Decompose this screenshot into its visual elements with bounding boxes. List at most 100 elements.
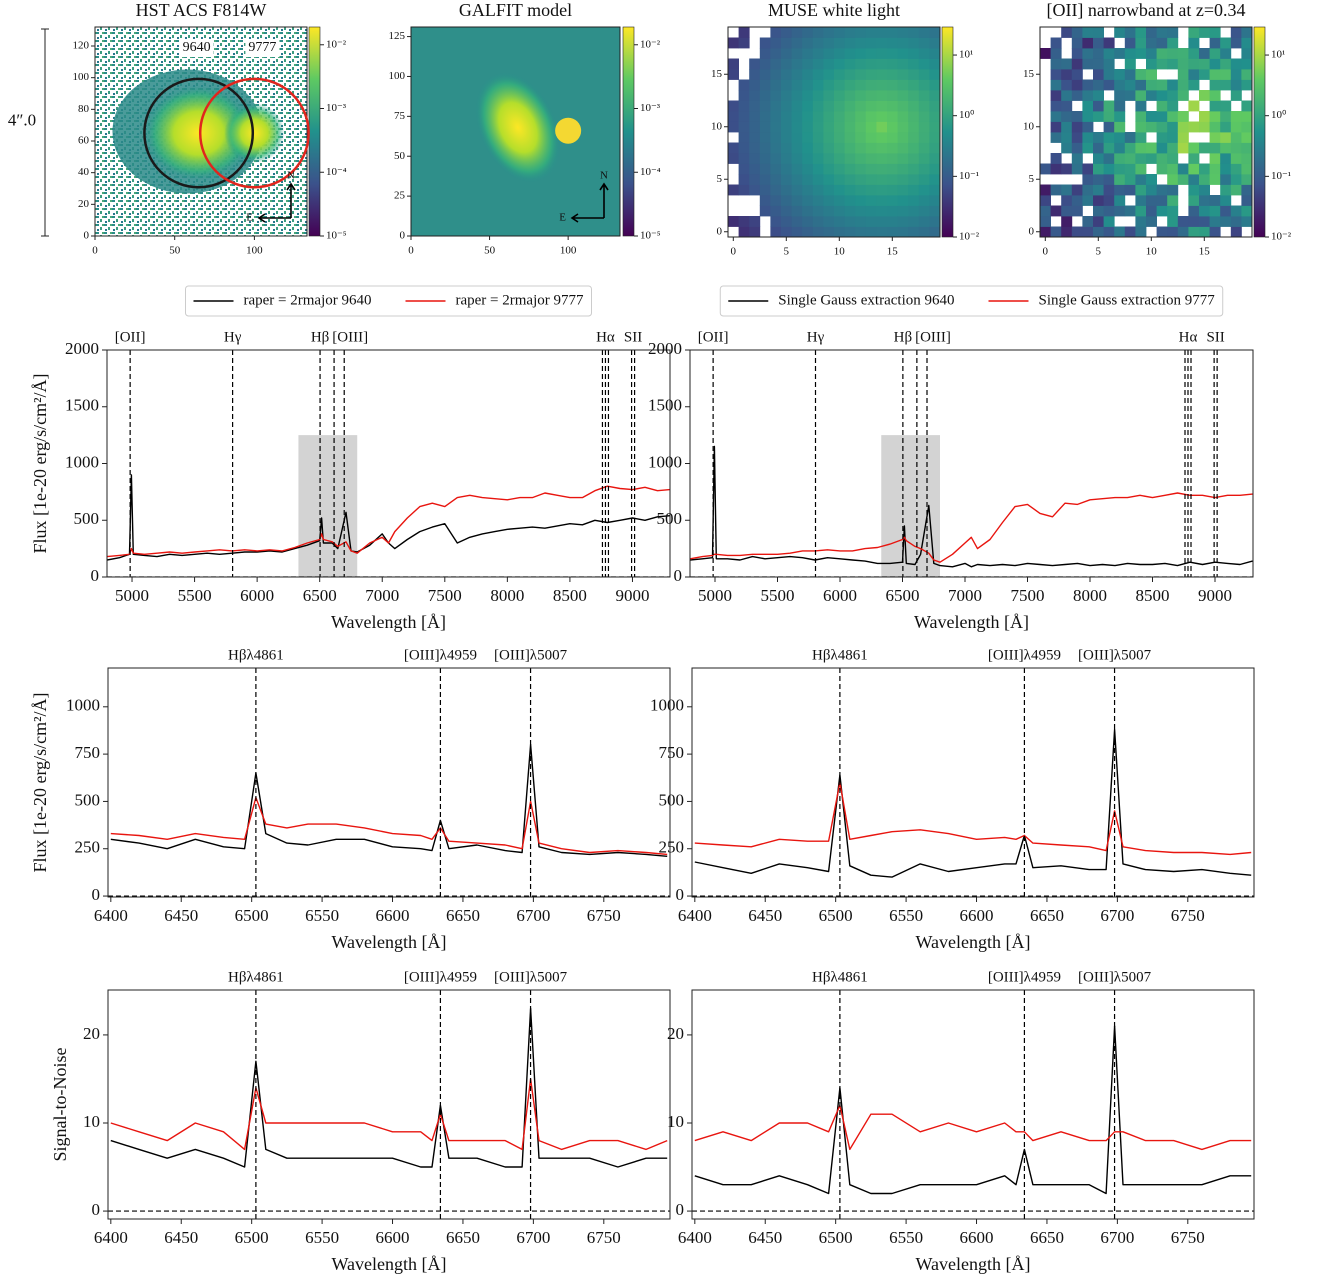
image-pixel xyxy=(887,69,898,80)
image-pixel xyxy=(1209,132,1221,143)
image-pixel xyxy=(908,121,920,133)
x-tick-label: 6550 xyxy=(305,906,339,925)
legend-label: Single Gauss extraction 9640 xyxy=(778,292,954,308)
spectrum-line xyxy=(694,728,1252,878)
image-pixel xyxy=(781,216,792,227)
y-tick-label: 10 xyxy=(711,120,723,132)
image-pixel xyxy=(1241,153,1252,164)
image-pixel xyxy=(876,184,888,196)
image-pixel xyxy=(1220,58,1232,70)
image-pixel xyxy=(1093,205,1104,217)
image-pixel xyxy=(791,195,803,206)
line-marker-label: [OIII]λ5007 xyxy=(1078,647,1152,663)
image-pixel xyxy=(759,174,771,185)
image-pixel xyxy=(1199,142,1210,154)
image-pixel xyxy=(876,195,888,206)
image-pixel xyxy=(770,163,782,175)
image-pixel xyxy=(781,153,792,164)
image-pixel xyxy=(1220,142,1232,154)
y-tick-label: 500 xyxy=(74,509,100,528)
image-pixel xyxy=(908,163,920,175)
image-pixel xyxy=(1050,48,1062,59)
line-marker-label: [OIII]λ5007 xyxy=(494,969,568,985)
image-pixel xyxy=(1114,205,1126,217)
image-pixel xyxy=(823,58,835,70)
image-pixel xyxy=(844,111,856,122)
image-pixel xyxy=(791,121,803,133)
image-pixel xyxy=(876,58,888,70)
image-pixel xyxy=(791,111,803,122)
line-marker-label: Hβλ4861 xyxy=(812,647,868,663)
image-pixel xyxy=(834,90,845,101)
image-pixel xyxy=(1177,69,1189,80)
image-pixel xyxy=(1093,174,1104,185)
image-pixel xyxy=(897,37,909,49)
y-tick-label: 500 xyxy=(75,790,101,809)
image-pixel xyxy=(834,121,845,133)
image-pixel xyxy=(929,163,940,175)
image-pixel xyxy=(855,142,867,154)
image-pixel xyxy=(1220,48,1232,59)
image-pixel xyxy=(1230,121,1242,133)
image-pixel xyxy=(1114,132,1126,143)
image-pixel xyxy=(1061,27,1073,38)
image-pixel xyxy=(1093,142,1104,154)
galaxy xyxy=(475,72,561,183)
image-pixel xyxy=(1040,195,1051,206)
image-pixel xyxy=(1167,142,1179,154)
x-tick-label: 6000 xyxy=(240,586,274,605)
image-pixel xyxy=(918,142,930,154)
x-tick-label: 6500 xyxy=(819,906,853,925)
image-pixel xyxy=(770,48,782,59)
y-tick-label: 0 xyxy=(676,885,685,904)
image-pixel xyxy=(844,90,856,101)
image-pixel xyxy=(834,27,845,38)
image-pixel xyxy=(918,79,930,91)
image-pixel xyxy=(749,184,761,196)
line-marker-label: [OIII]λ5007 xyxy=(1078,969,1152,985)
image-pixel xyxy=(908,111,920,122)
line-marker-label: Hβ xyxy=(311,329,329,345)
image-pixel xyxy=(1061,69,1073,80)
image-pixel xyxy=(844,69,856,80)
image-pixel xyxy=(1220,153,1232,164)
image-pixel xyxy=(738,27,750,38)
image-pixel xyxy=(781,69,792,80)
image-pixel xyxy=(908,90,920,101)
image-pixel xyxy=(1199,184,1210,196)
aperture-label: 9777 xyxy=(248,40,276,55)
axes-frame xyxy=(1039,26,1253,238)
colorbar-tick-label: 10¹ xyxy=(1271,49,1285,61)
image-pixel xyxy=(1135,174,1147,185)
image-pixel xyxy=(1093,27,1104,38)
spectrum-line xyxy=(110,743,668,857)
image-pixel xyxy=(1124,79,1136,91)
image-pixel xyxy=(1082,226,1094,237)
x-tick-label: 6700 xyxy=(1100,1228,1134,1247)
image-pixel xyxy=(1209,216,1221,227)
legend-box xyxy=(185,285,592,317)
x-tick-label: 6600 xyxy=(960,1228,994,1247)
x-tick-label: 6650 xyxy=(1030,1228,1064,1247)
image-pixel xyxy=(834,48,845,59)
image-pixel xyxy=(1146,37,1157,49)
image-pixel xyxy=(1103,174,1115,185)
image-pixel xyxy=(802,132,814,143)
image-pixel xyxy=(1230,69,1242,80)
image-pixel xyxy=(1071,37,1083,49)
image-pixel xyxy=(749,174,761,185)
image-pixel xyxy=(876,100,888,112)
image-pixel xyxy=(929,100,940,112)
image-pixel xyxy=(728,142,739,154)
line-marker-label: Hγ xyxy=(224,329,242,345)
image-pixel xyxy=(1230,132,1242,143)
image-pixel xyxy=(1082,37,1094,49)
image-pixel xyxy=(929,142,940,154)
image-pixel xyxy=(1156,153,1168,164)
image-pixel xyxy=(738,79,750,91)
image-pixel xyxy=(1156,37,1168,49)
image-pixel xyxy=(802,184,814,196)
x-tick-label: 6700 xyxy=(516,906,550,925)
image-pixel xyxy=(844,79,856,91)
line-marker-label: SII xyxy=(1206,329,1224,345)
